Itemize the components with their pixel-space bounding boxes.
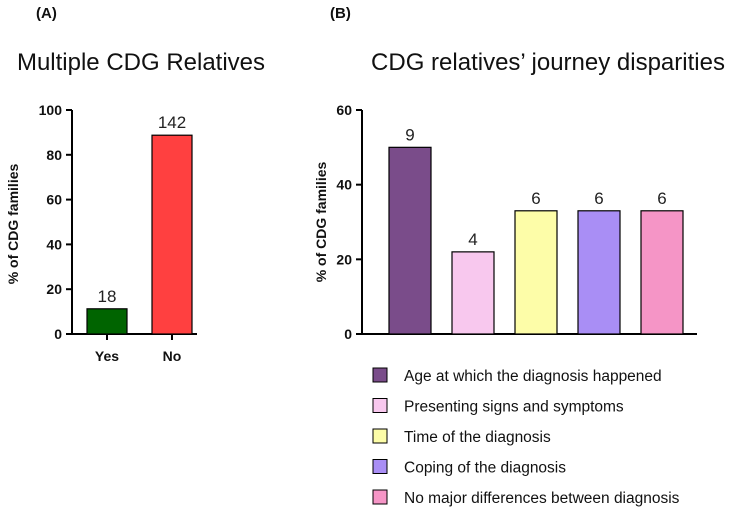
bar-data-label: 6 [531,189,540,208]
bar-data-label: 6 [594,189,603,208]
bar-yes [86,308,128,335]
y-tick-label: 40 [46,236,62,252]
panel-a-y-axis-label: % of CDG families [5,164,21,285]
panel-b-data-labels: 9 4 6 6 6 [405,125,666,249]
panel-a-data-labels: 18 142 [98,113,187,306]
panel-a-bars [86,134,193,335]
legend-swatch [372,428,388,444]
x-tick-label: Yes [95,348,119,364]
bar-no [151,134,193,335]
y-tick-label: 20 [46,281,62,297]
bar-data-label: 18 [98,287,117,306]
bar-data-label: 142 [158,113,186,132]
legend-swatch [372,489,388,505]
bar-coping-of-the-diagnosis [577,210,621,335]
legend-entry-label: Coping of the diagnosis [404,460,566,477]
panel-a-axes: 0 20 40 60 80 100 Yes No [39,102,197,364]
legend-entry-label: No major differences between diagnosis [404,490,680,507]
panel-b-title: CDG relatives’ journey disparities [371,49,725,76]
panel-a-label: (A) [36,5,57,22]
panel-b-y-axis-label: % of CDG families [313,162,329,283]
panel-b-bars [388,146,684,335]
y-tick-label: 60 [46,192,62,208]
legend-swatch [372,398,388,413]
bar-time-of-the-diagnosis [514,210,558,335]
panel-b-label: (B) [330,5,351,22]
legend-entry-label: Time of the diagnosis [404,429,551,446]
bar-presenting-signs-and-symptoms [451,251,495,335]
y-tick-label: 80 [46,147,62,163]
legend-entry-label: Age at which the diagnosis happened [404,368,662,385]
legend-entry-label: Presenting signs and symptoms [404,399,624,416]
panel-b: (B) CDG relatives’ journey disparities %… [313,5,725,507]
panel-a: (A) Multiple CDG Relatives % of CDG fami… [5,5,265,364]
panel-b-legend: Age at which the diagnosis happened Prese… [372,367,680,507]
y-tick-label: 40 [336,177,352,193]
bar-data-label: 9 [405,125,414,144]
legend-swatch [372,459,388,474]
y-tick-label: 0 [344,326,352,342]
panel-a-title: Multiple CDG Relatives [17,49,265,76]
bar-no-major-differences-between-diagnosis [640,210,684,335]
y-tick-label: 60 [336,102,352,118]
y-tick-label: 100 [39,102,63,118]
y-tick-label: 0 [54,326,62,342]
y-tick-label: 20 [336,251,352,267]
bar-data-label: 4 [468,230,477,249]
bar-data-label: 6 [657,189,666,208]
legend-swatch [372,367,388,383]
x-tick-label: No [163,348,182,364]
bar-age-at-which-the-diagnosis-happened [388,146,432,335]
